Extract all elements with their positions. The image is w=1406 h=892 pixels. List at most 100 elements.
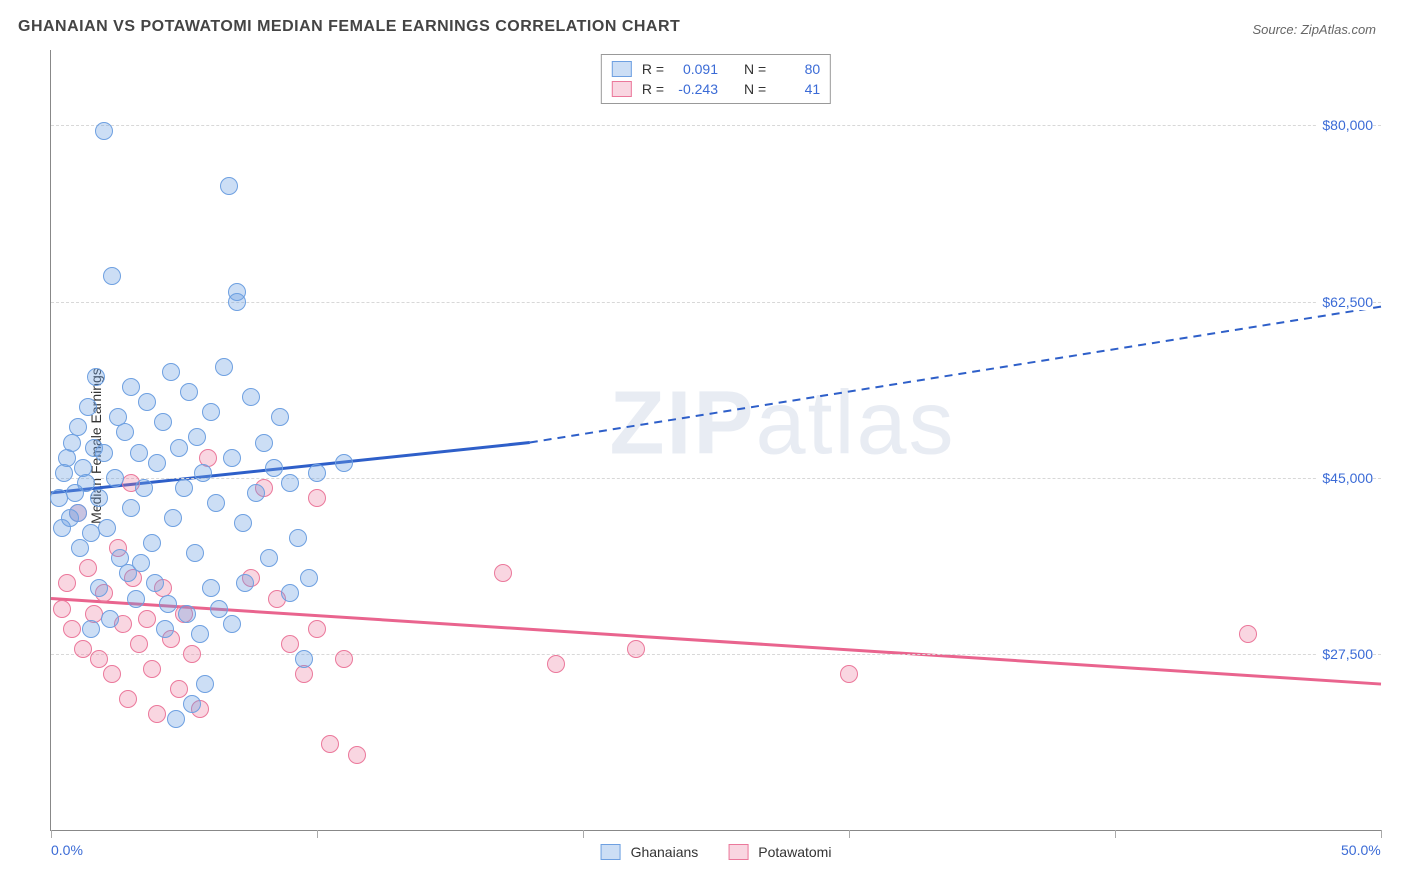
x-tick [317,830,318,838]
x-tick [1115,830,1116,838]
scatter-point-ghanaians [79,398,97,416]
scatter-point-ghanaians [132,554,150,572]
y-tick-label: $27,500 [1316,646,1373,662]
scatter-point-potawatomi [840,665,858,683]
scatter-point-potawatomi [58,574,76,592]
gridline [51,478,1381,479]
watermark: ZIPatlas [609,373,955,476]
scatter-point-ghanaians [335,454,353,472]
scatter-point-ghanaians [183,695,201,713]
n-label: N = [744,81,766,97]
swatch-potawatomi [612,81,632,97]
scatter-point-ghanaians [138,393,156,411]
scatter-point-potawatomi [281,635,299,653]
scatter-point-ghanaians [154,413,172,431]
scatter-point-ghanaians [122,499,140,517]
scatter-point-ghanaians [308,464,326,482]
scatter-point-ghanaians [159,595,177,613]
x-tick [583,830,584,838]
scatter-point-ghanaians [207,494,225,512]
scatter-point-ghanaians [271,408,289,426]
scatter-point-ghanaians [148,454,166,472]
scatter-point-ghanaians [223,449,241,467]
n-value-ghanaians: 80 [772,61,820,77]
scatter-point-ghanaians [210,600,228,618]
scatter-point-ghanaians [194,464,212,482]
scatter-point-potawatomi [103,665,121,683]
scatter-point-ghanaians [135,479,153,497]
scatter-point-potawatomi [170,680,188,698]
scatter-point-ghanaians [220,177,238,195]
scatter-point-potawatomi [63,620,81,638]
scatter-point-potawatomi [494,564,512,582]
scatter-point-ghanaians [300,569,318,587]
scatter-point-ghanaians [106,469,124,487]
swatch-potawatomi [728,844,748,860]
scatter-point-ghanaians [178,605,196,623]
scatter-point-potawatomi [79,559,97,577]
scatter-point-ghanaians [260,549,278,567]
x-tick-label: 0.0% [51,842,83,858]
scatter-point-ghanaians [188,428,206,446]
n-value-potawatomi: 41 [772,81,820,97]
x-tick [849,830,850,838]
scatter-point-ghanaians [186,544,204,562]
swatch-ghanaians [612,61,632,77]
scatter-point-ghanaians [53,519,71,537]
legend-label-potawatomi: Potawatomi [758,844,831,860]
scatter-point-potawatomi [183,645,201,663]
scatter-point-ghanaians [95,444,113,462]
scatter-point-potawatomi [547,655,565,673]
swatch-ghanaians [601,844,621,860]
chart-title: GHANAIAN VS POTAWATOMI MEDIAN FEMALE EAR… [18,18,680,36]
scatter-point-ghanaians [236,574,254,592]
scatter-point-ghanaians [170,439,188,457]
scatter-point-ghanaians [87,368,105,386]
scatter-point-ghanaians [103,267,121,285]
scatter-point-ghanaians [71,539,89,557]
scatter-point-potawatomi [119,690,137,708]
source-attribution: Source: ZipAtlas.com [1252,22,1376,37]
correlation-stats-box: R = 0.091 N = 80 R = -0.243 N = 41 [601,54,831,104]
scatter-point-potawatomi [148,705,166,723]
scatter-point-ghanaians [196,675,214,693]
scatter-point-ghanaians [295,650,313,668]
legend-label-ghanaians: Ghanaians [631,844,699,860]
scatter-point-ghanaians [77,474,95,492]
scatter-point-potawatomi [321,735,339,753]
legend-item-ghanaians: Ghanaians [601,844,699,860]
r-value-ghanaians: 0.091 [670,61,718,77]
scatter-point-ghanaians [127,590,145,608]
scatter-point-potawatomi [1239,625,1257,643]
scatter-point-ghanaians [180,383,198,401]
legend-item-potawatomi: Potawatomi [728,844,831,860]
scatter-point-ghanaians [175,479,193,497]
scatter-point-potawatomi [627,640,645,658]
scatter-point-ghanaians [202,403,220,421]
scatter-point-ghanaians [281,474,299,492]
trend-lines [51,50,1381,830]
scatter-point-potawatomi [74,640,92,658]
scatter-point-ghanaians [265,459,283,477]
gridline [51,125,1381,126]
y-tick-label: $62,500 [1316,294,1373,310]
scatter-point-potawatomi [53,600,71,618]
scatter-point-ghanaians [116,423,134,441]
scatter-point-ghanaians [101,610,119,628]
scatter-point-potawatomi [308,489,326,507]
scatter-point-ghanaians [146,574,164,592]
scatter-point-ghanaians [228,283,246,301]
scatter-point-ghanaians [90,579,108,597]
scatter-point-ghanaians [223,615,241,633]
scatter-point-ghanaians [90,489,108,507]
scatter-point-ghanaians [242,388,260,406]
scatter-point-ghanaians [202,579,220,597]
scatter-point-potawatomi [308,620,326,638]
scatter-point-potawatomi [335,650,353,668]
gridline [51,654,1381,655]
r-value-potawatomi: -0.243 [670,81,718,97]
scatter-point-ghanaians [69,504,87,522]
scatter-point-ghanaians [281,584,299,602]
r-label: R = [642,81,664,97]
scatter-point-ghanaians [191,625,209,643]
